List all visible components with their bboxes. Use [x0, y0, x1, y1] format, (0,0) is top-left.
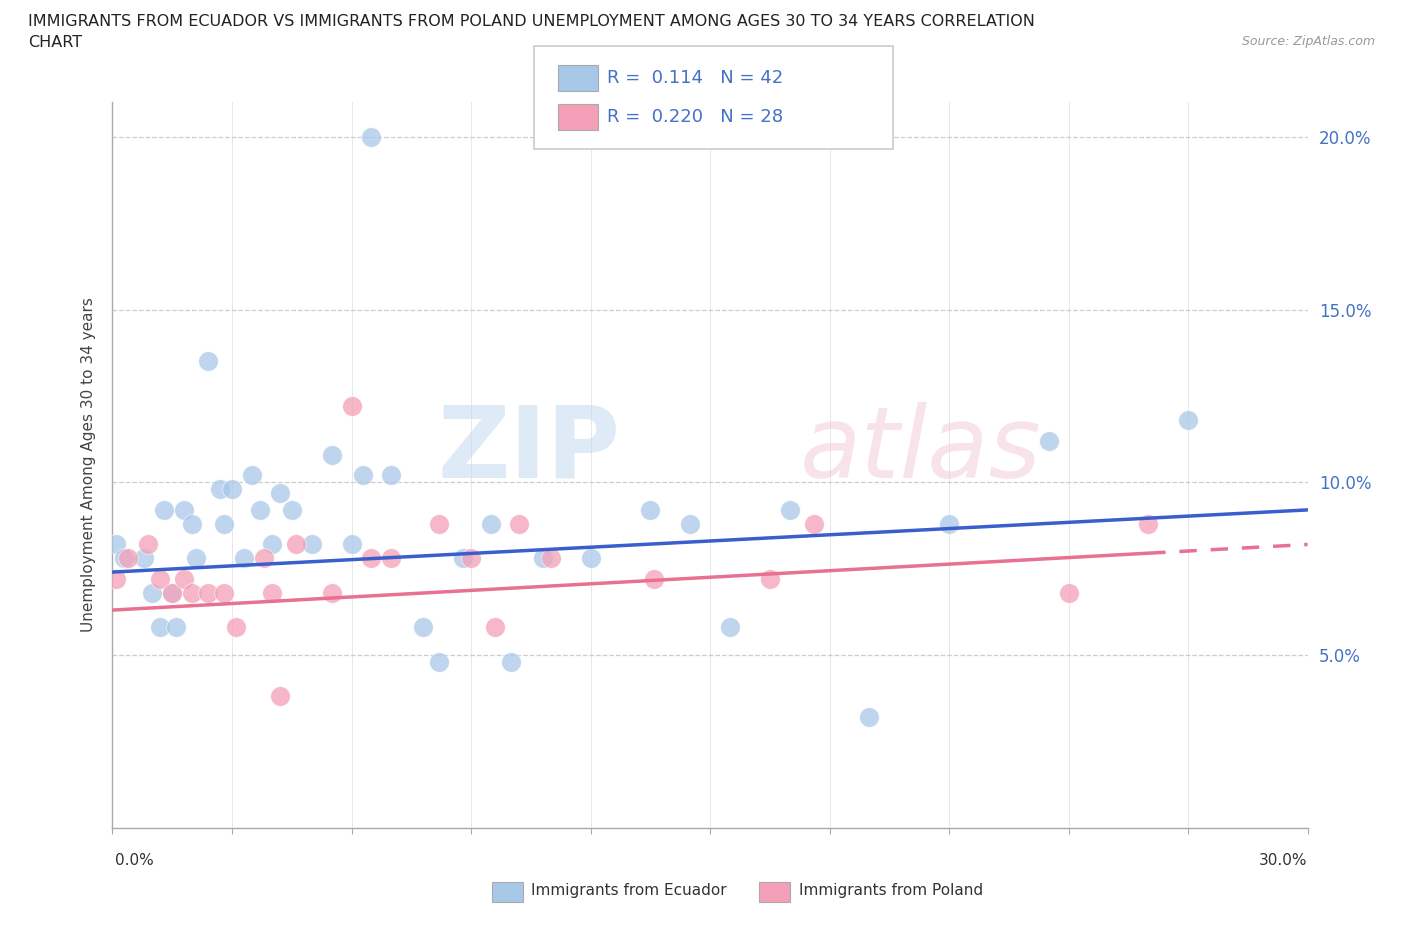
Text: CHART: CHART: [28, 35, 82, 50]
Point: [260, 537, 283, 551]
Point: [479, 516, 502, 531]
Point: [138, 537, 160, 551]
Text: Source: ZipAtlas.com: Source: ZipAtlas.com: [1241, 35, 1375, 48]
Point: [173, 572, 195, 587]
Point: [149, 572, 172, 587]
Point: [284, 537, 307, 551]
Point: [105, 537, 128, 551]
Point: [803, 516, 825, 531]
Point: [212, 585, 235, 600]
Point: [779, 502, 801, 517]
Point: [181, 516, 204, 531]
Point: [1057, 585, 1080, 600]
Point: [269, 689, 291, 704]
Point: [360, 129, 382, 144]
Point: [340, 399, 363, 414]
Point: [153, 502, 176, 517]
Point: [233, 551, 256, 565]
Point: [117, 551, 139, 565]
Point: [269, 485, 291, 500]
Text: atlas: atlas: [800, 402, 1042, 499]
Text: IMMIGRANTS FROM ECUADOR VS IMMIGRANTS FROM POLAND UNEMPLOYMENT AMONG AGES 30 TO : IMMIGRANTS FROM ECUADOR VS IMMIGRANTS FR…: [28, 14, 1035, 29]
Point: [253, 551, 276, 565]
Point: [451, 551, 474, 565]
Point: [105, 572, 128, 587]
Point: [340, 537, 363, 551]
Point: [858, 710, 880, 724]
Point: [938, 516, 960, 531]
Point: [321, 447, 343, 462]
Point: [221, 482, 243, 497]
Point: [484, 620, 506, 635]
Point: [638, 502, 662, 517]
Text: Immigrants from Poland: Immigrants from Poland: [799, 884, 983, 898]
Point: [240, 468, 263, 483]
Point: [412, 620, 434, 635]
Point: [162, 585, 183, 600]
Point: [149, 620, 172, 635]
Point: [531, 551, 554, 565]
Point: [281, 502, 304, 517]
Point: [1177, 413, 1199, 428]
Point: [165, 620, 187, 635]
Point: [134, 551, 156, 565]
Point: [460, 551, 482, 565]
Point: [360, 551, 382, 565]
Y-axis label: Unemployment Among Ages 30 to 34 years: Unemployment Among Ages 30 to 34 years: [80, 298, 96, 632]
Point: [718, 620, 741, 635]
Point: [380, 468, 402, 483]
Point: [508, 516, 530, 531]
Point: [162, 585, 183, 600]
Point: [301, 537, 323, 551]
Point: [141, 585, 163, 600]
Point: [173, 502, 195, 517]
Point: [114, 551, 135, 565]
Text: 0.0%: 0.0%: [115, 853, 155, 868]
Point: [225, 620, 247, 635]
Text: R =  0.114   N = 42: R = 0.114 N = 42: [607, 69, 783, 87]
Point: [249, 502, 271, 517]
Point: [212, 516, 235, 531]
Text: 30.0%: 30.0%: [1260, 853, 1308, 868]
Point: [181, 585, 204, 600]
Point: [197, 354, 219, 369]
Point: [643, 572, 665, 587]
Point: [1137, 516, 1160, 531]
Point: [427, 516, 450, 531]
Point: [540, 551, 562, 565]
Point: [260, 585, 283, 600]
Point: [208, 482, 231, 497]
Point: [380, 551, 402, 565]
Text: R =  0.220   N = 28: R = 0.220 N = 28: [607, 108, 783, 126]
Point: [321, 585, 343, 600]
Point: [499, 655, 522, 670]
Point: [427, 655, 450, 670]
Point: [186, 551, 208, 565]
Point: [197, 585, 219, 600]
Point: [352, 468, 374, 483]
Point: [759, 572, 782, 587]
Point: [679, 516, 702, 531]
Text: ZIP: ZIP: [437, 402, 620, 499]
Point: [1038, 433, 1060, 448]
Point: [579, 551, 602, 565]
Text: Immigrants from Ecuador: Immigrants from Ecuador: [531, 884, 727, 898]
